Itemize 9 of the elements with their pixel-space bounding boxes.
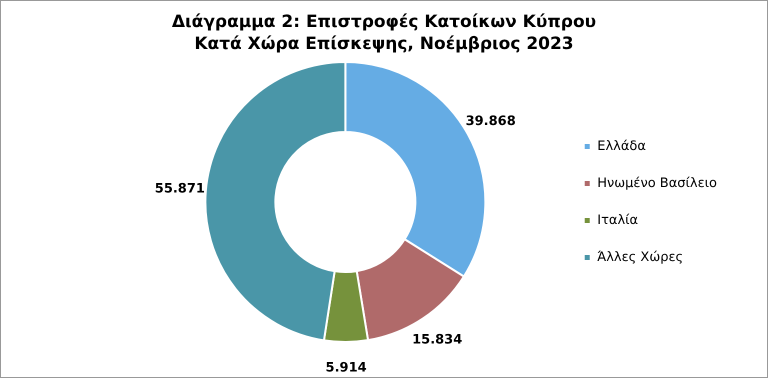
data-label: 5.914 [326,360,367,376]
chart-title: Διάγραμμα 2: Επιστροφές Κατοίκων Κύπρου Κατά Χώρα Επίσκεψης, Νοέμβριος 2023 [170,11,598,55]
legend-label: Ιταλία [597,212,638,228]
legend-label: Ηνωμένο Βασίλειο [597,176,718,191]
data-label: 55.871 [154,182,205,197]
legend-label: Ελλάδα [597,138,646,154]
data-label: 15.834 [412,332,462,348]
data-label: 39.868 [466,114,516,130]
legend-label: Άλλες Χώρες [597,250,684,265]
